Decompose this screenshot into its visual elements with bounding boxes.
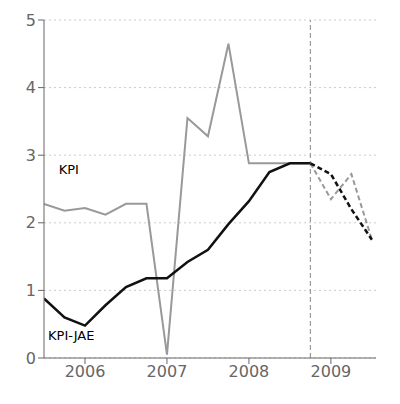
svg-text:2008: 2008: [229, 362, 270, 381]
svg-text:2009: 2009: [311, 362, 352, 381]
svg-text:2007: 2007: [147, 362, 188, 381]
svg-text:0: 0: [26, 349, 36, 368]
svg-text:KPI: KPI: [59, 162, 79, 177]
svg-text:4: 4: [26, 78, 36, 97]
svg-text:1: 1: [26, 281, 36, 300]
svg-text:2: 2: [26, 213, 36, 232]
svg-text:2006: 2006: [65, 362, 106, 381]
svg-text:KPI-JAE: KPI-JAE: [48, 328, 94, 343]
svg-text:3: 3: [26, 146, 36, 165]
svg-text:5: 5: [26, 11, 36, 30]
